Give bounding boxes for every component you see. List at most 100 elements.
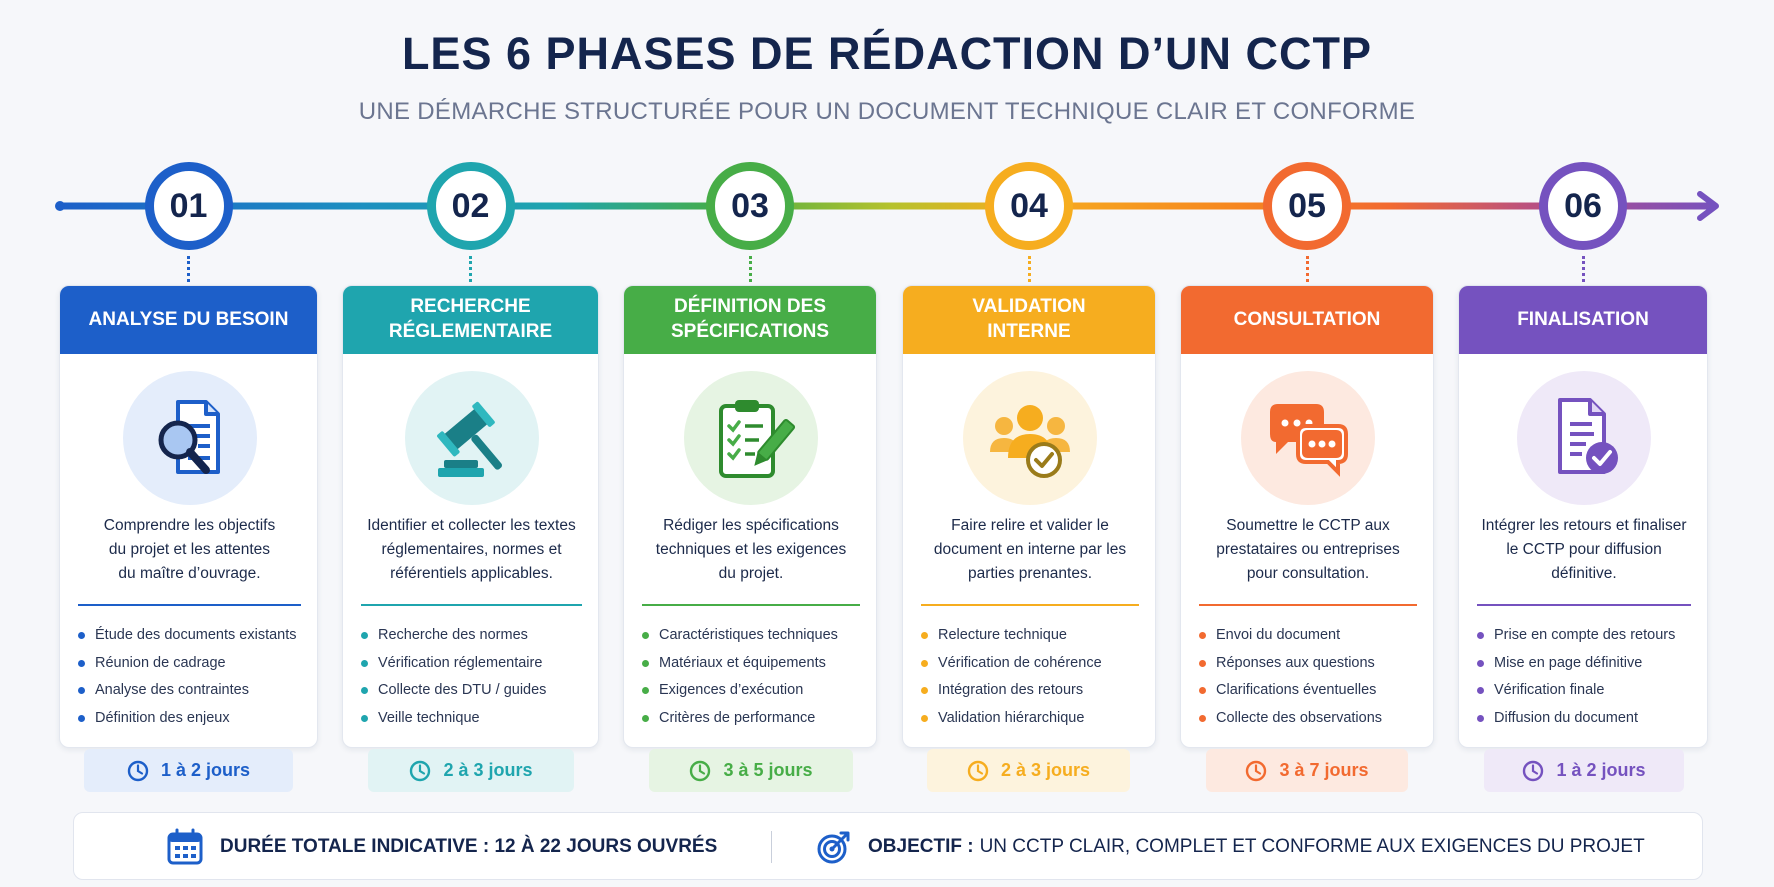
phase-description-line: référentiels applicables.: [390, 565, 553, 582]
phase-task-list: Étude des documents existants Réunion de …: [78, 622, 304, 732]
phase-description-line: Identifier et collecter les textes: [367, 517, 576, 534]
bullet-icon: [361, 687, 368, 695]
phase-description-line: du projet et les attentes: [108, 541, 271, 558]
total-duration-text: DURÉE TOTALE INDICATIVE : 12 À 22 JOURS …: [220, 836, 718, 857]
phase-title: DÉFINITION DES SPÉCIFICATIONS: [624, 286, 876, 354]
phase-description: Soumettre le CCTP aux prestataires ou ent…: [1191, 514, 1425, 586]
bullet-icon: [1199, 659, 1206, 667]
phase-number-05: 05: [1263, 162, 1351, 250]
phase-description: Rédiger les spécifications techniques et …: [634, 514, 868, 586]
phase-duration-text: 2 à 3 jours: [443, 760, 533, 780]
phase-description-line: le CCTP pour diffusion: [1506, 541, 1662, 558]
phase-divider: [921, 604, 1139, 606]
list-item-text: Réunion de cadrage: [95, 654, 226, 671]
phase-task-list: Prise en compte des retours Mise en page …: [1477, 622, 1703, 732]
phase-card: FINALISATION Intégrer les retours et fin…: [1458, 285, 1708, 748]
phase-task-list: Relecture technique Vérification de cohér…: [921, 622, 1147, 732]
phase-title: ANALYSE DU BESOIN: [60, 286, 317, 354]
bullet-icon: [78, 632, 85, 640]
phase-description-line: Soumettre le CCTP aux: [1226, 517, 1390, 534]
phase-card: DÉFINITION DES SPÉCIFICATIONS Rédiger les…: [623, 285, 877, 748]
phase-title-line: RÉGLEMENTAIRE: [388, 321, 553, 342]
bullet-icon: [78, 659, 85, 667]
phase-duration-text: 3 à 7 jours: [1279, 760, 1369, 780]
phase-title: FINALISATION: [1459, 286, 1707, 354]
phase-title-line: FINALISATION: [1517, 308, 1649, 330]
list-item-text: Caractéristiques techniques: [659, 627, 838, 643]
list-item-text: Diffusion du document: [1494, 709, 1639, 726]
list-item-text: Relecture technique: [938, 627, 1067, 643]
document-check-icon: [1517, 371, 1651, 505]
phase-divider: [78, 604, 301, 606]
bullet-icon: [1199, 714, 1206, 722]
phase-description-line: parties prenantes.: [967, 565, 1093, 582]
phase-card: VALIDATION INTERNE Faire relire et valide…: [902, 285, 1156, 748]
calendar-icon: [166, 828, 204, 866]
phase-description-line: réglementaires, normes et: [381, 541, 562, 558]
timeline-line: [55, 191, 1719, 221]
clock-icon: [1522, 760, 1544, 782]
phase-duration-text: 1 à 2 jours: [160, 760, 251, 780]
list-item-text: Vérification réglementaire: [378, 654, 543, 671]
phase-divider: [642, 604, 860, 606]
bullet-icon: [642, 659, 649, 667]
list-item: Réunion de cadrage: [78, 650, 304, 678]
phase-connector: [187, 256, 190, 282]
clock-icon: [409, 760, 431, 782]
list-item: Critères de performance: [642, 705, 868, 733]
bullet-icon: [921, 714, 928, 722]
list-item: Relecture technique: [921, 622, 1147, 650]
phase-divider: [1477, 604, 1691, 606]
phase-title: RECHERCHE RÉGLEMENTAIRE: [343, 286, 598, 354]
summary-footer: DURÉE TOTALE INDICATIVE : 12 À 22 JOURS …: [73, 812, 1703, 880]
phase-title-line: SPÉCIFICATIONS: [671, 321, 829, 342]
list-item-text: Recherche des normes: [378, 627, 528, 643]
objective: OBJECTIF : UN CCTP CLAIR, COMPLET ET CON…: [816, 813, 1645, 881]
bullet-icon: [921, 659, 928, 667]
page-subtitle: UNE DÉMARCHE STRUCTURÉE POUR UN DOCUMENT…: [358, 98, 1416, 125]
clock-icon: [689, 760, 711, 782]
page-title: LES 6 PHASES DE RÉDACTION D’UN CCTP: [401, 28, 1373, 79]
phase-connector: [1305, 256, 1309, 282]
list-item-text: Vérification de cohérence: [938, 654, 1102, 671]
bullet-icon: [78, 687, 85, 695]
phase-connector: [748, 256, 752, 282]
phase-title-line: CONSULTATION: [1233, 308, 1381, 330]
bullet-icon: [361, 632, 368, 640]
list-item: Étude des documents existants: [78, 622, 304, 650]
list-item-text: Analyse des contraintes: [95, 682, 249, 698]
phase-description-line: définitive.: [1551, 565, 1617, 582]
list-item-text: Intégration des retours: [938, 682, 1084, 698]
phase-duration: 2 à 3 jours: [927, 749, 1130, 792]
phase-title-line: RECHERCHE: [410, 296, 531, 318]
phase-task-list: Caractéristiques techniques Matériaux et …: [642, 622, 868, 732]
total-duration: DURÉE TOTALE INDICATIVE : 12 À 22 JOURS …: [166, 813, 723, 881]
chat-bubbles-icon: [1241, 371, 1375, 505]
phase-connector: [469, 256, 472, 282]
phase-description-line: du maître d’ouvrage.: [118, 565, 261, 582]
document-search-icon: [122, 371, 257, 505]
phase-duration: 2 à 3 jours: [368, 749, 574, 792]
phase-title-line: VALIDATION: [972, 296, 1086, 318]
list-item-text: Critères de performance: [659, 709, 816, 726]
list-item: Recherche des normes: [361, 622, 587, 650]
phase-number-02: 02: [426, 162, 515, 250]
phase-card: RECHERCHE RÉGLEMENTAIRE Identifier et col…: [342, 285, 599, 748]
phase-description: Comprendre les objectifs du projet et les…: [70, 514, 309, 586]
list-item: Intégration des retours: [921, 677, 1147, 705]
list-item-text: Matériaux et équipements: [659, 654, 826, 671]
phase-task-list: Recherche des normes Vérification régleme…: [361, 622, 587, 732]
bullet-icon: [361, 714, 368, 722]
list-item-text: Validation hiérarchique: [938, 709, 1085, 726]
phase-duration: 1 à 2 jours: [84, 749, 293, 792]
phase-title: CONSULTATION: [1181, 286, 1433, 354]
bullet-icon: [1199, 687, 1206, 695]
clock-icon: [127, 760, 149, 782]
phase-duration: 3 à 5 jours: [649, 749, 853, 792]
list-item: Matériaux et équipements: [642, 650, 868, 678]
list-item: Prise en compte des retours: [1477, 622, 1703, 650]
phase-description-line: Rédiger les spécifications: [663, 517, 839, 534]
phase-description-line: Faire relire et valider le: [951, 517, 1109, 534]
phase-duration: 3 à 7 jours: [1206, 749, 1408, 792]
list-item: Collecte des DTU / guides: [361, 677, 587, 705]
